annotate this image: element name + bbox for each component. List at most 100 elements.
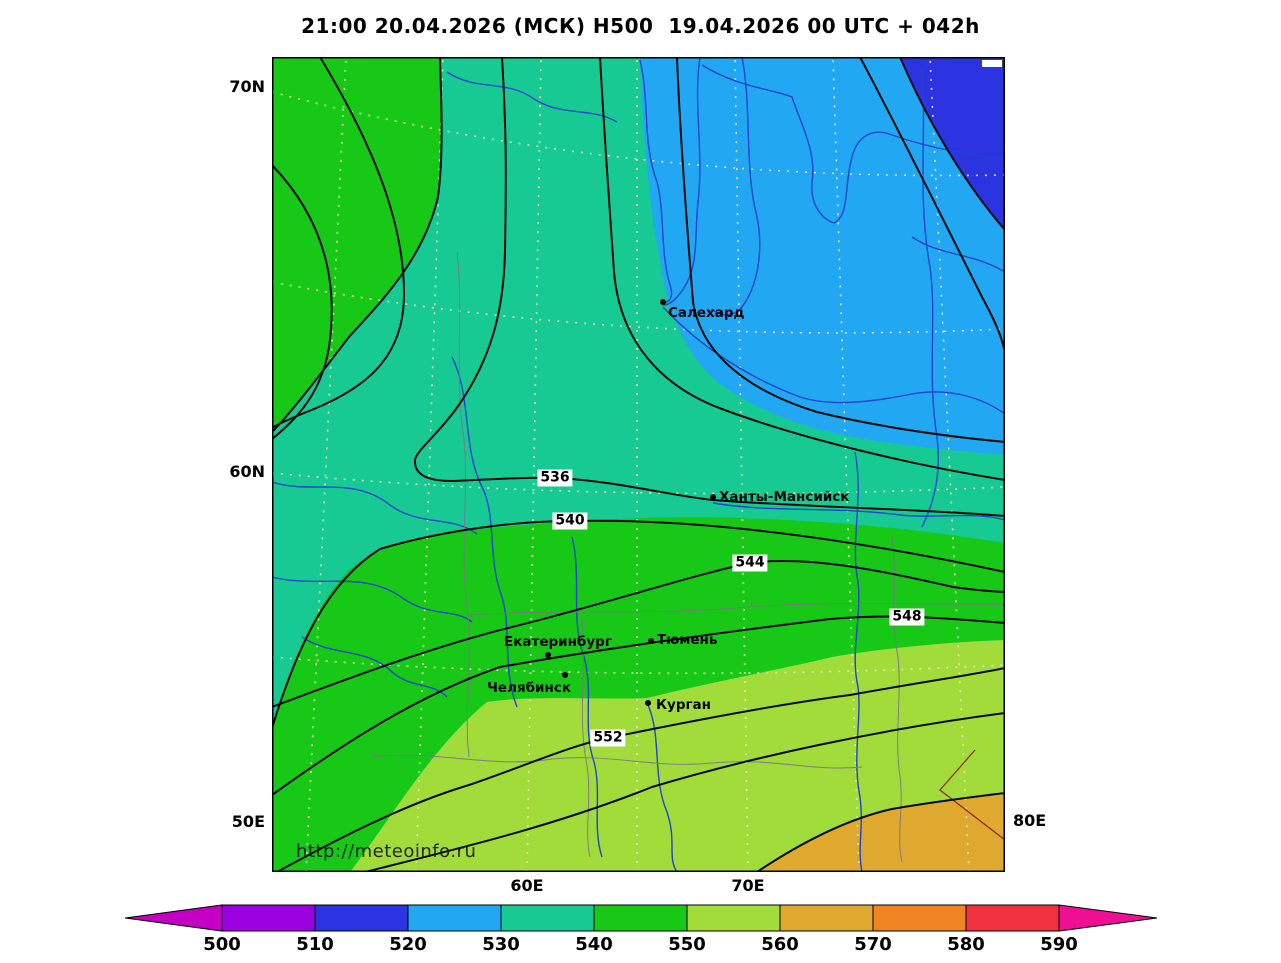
river-ob-bay-east: [662, 57, 701, 306]
contour-label-552: 552: [590, 729, 626, 747]
colorbar-tick-510: 510: [296, 934, 334, 955]
river-ob-bay-west: [639, 59, 673, 304]
colorbar-seg-570-580: [872, 904, 967, 932]
colorbar-tick-520: 520: [389, 934, 427, 955]
parallel-60n: [272, 472, 1005, 495]
border-vertical-center: [581, 616, 591, 858]
colorbar-tick-500: 500: [203, 934, 241, 955]
city-label-chelyabinsk: Челябинск: [487, 680, 571, 696]
river-south-2: [571, 536, 603, 858]
colorbar-tick-560: 560: [761, 934, 799, 955]
parallel-55n: [272, 656, 1005, 675]
band-540-550-fill-south: [272, 517, 1005, 872]
parallel-65n: [272, 281, 1005, 334]
contour-540-northwest: [272, 57, 443, 433]
lon-label-50e: 50E: [231, 812, 265, 831]
band-560-570-fill: [757, 793, 1005, 872]
contour-524: [859, 57, 1005, 358]
contour-528: [676, 57, 1005, 443]
contour-label-540: 540: [552, 512, 588, 530]
meridian-70e: [734, 57, 749, 872]
contour-544: [272, 560, 1005, 708]
contour-520: [899, 57, 1005, 231]
lon-label-60e: 60E: [510, 876, 544, 895]
city-label-tyumen: Тюмень: [657, 632, 718, 648]
city-label-salekhard: Салехард: [668, 305, 745, 321]
colorbar-tick-530: 530: [482, 934, 520, 955]
page-title: 21:00 20.04.2026 (МСК) H500 19.04.2026 0…: [301, 14, 980, 38]
city-dot-ekaterinburg: [545, 652, 551, 658]
contour-label-548: 548: [889, 608, 925, 626]
colorbar-svg: [124, 904, 1158, 932]
colorbar-tick-570: 570: [854, 934, 892, 955]
graticule: [272, 57, 1005, 872]
contour-532: [599, 57, 1005, 481]
river-northeast: [911, 236, 1005, 273]
contour-548-ridge: [272, 164, 333, 440]
contour-536: [413, 57, 1005, 517]
river-tobol: [647, 704, 678, 872]
lon-label-80e: 80E: [1013, 811, 1047, 830]
meridian-60e: [526, 57, 542, 872]
meridian-55e: [415, 57, 444, 872]
river-south-1: [451, 356, 518, 708]
colorbar-seg-520-530: [407, 904, 502, 932]
border-vertical-east: [891, 536, 903, 863]
river-west-2: [272, 576, 473, 623]
colorbar-arrow-right: [1058, 904, 1158, 932]
coastline-gydan: [921, 66, 940, 528]
lat-label-60n: 60N: [229, 462, 265, 481]
river-irtysh: [712, 502, 1005, 521]
coastline-northwest: [446, 71, 618, 123]
meridian-75e: [832, 57, 860, 872]
river-ob-middle: [854, 451, 863, 872]
city-label-khanty-mansiysk: Ханты-Мансийск: [719, 489, 850, 505]
colorbar-tick-540: 540: [575, 934, 613, 955]
colorbar-tick-580: 580: [947, 934, 985, 955]
city-label-kurgan: Курган: [656, 697, 711, 713]
colorbar: [110, 898, 1170, 938]
contour-label-536: 536: [537, 469, 573, 487]
city-label-ekaterinburg: Екатеринбург: [504, 634, 612, 650]
colorbar-seg-540-550: [593, 904, 688, 932]
colorbar-arrow-left: [124, 904, 223, 932]
map-canvas: Салехард Ханты-Мансийск Екатеринбург Тюм…: [272, 57, 1005, 872]
basemap-svg: [272, 57, 1005, 872]
meridian-50e: [305, 57, 347, 872]
colorbar-seg-530-540: [500, 904, 595, 932]
city-dot-khanty-mansiysk: [710, 494, 716, 500]
colorbar-seg-580-590: [965, 904, 1060, 932]
colorbar-seg-500-510: [221, 904, 316, 932]
band-550-560-fill: [350, 640, 1005, 872]
city-dot-salekhard: [660, 299, 666, 305]
coastline-taz-bay: [701, 64, 1005, 224]
border-ural: [456, 251, 470, 758]
rivers: [272, 57, 1005, 872]
contour-544-ridge: [272, 57, 406, 429]
colorbar-seg-550-560: [686, 904, 781, 932]
river-ob-lower: [662, 306, 1005, 415]
coastline-yamal: [711, 57, 761, 316]
admin-borders: [371, 251, 1005, 863]
contour-540-south: [272, 519, 1005, 729]
band-530-540-fill: [272, 57, 1005, 728]
city-dots: [545, 299, 716, 706]
colorbar-tick-590: 590: [1040, 934, 1078, 955]
lon-label-70e: 70E: [731, 876, 765, 895]
river-west-3: [301, 636, 448, 698]
meridian-80e: [929, 57, 970, 872]
contour-556: [364, 712, 1005, 872]
band-540-550-fill-northwest: [272, 57, 442, 432]
border-red-southeast: [939, 749, 1005, 841]
colorbar-seg-510-520: [314, 904, 409, 932]
colorbar-tick-550: 550: [668, 934, 706, 955]
border-south-horizontal: [468, 602, 1005, 616]
city-dot-chelyabinsk: [562, 672, 568, 678]
contour-label-clipped: [981, 59, 1003, 68]
contour-560: [756, 792, 1005, 872]
watermark-url: http://meteoinfo.ru: [296, 841, 477, 862]
band-510-520-fill: [900, 57, 1005, 230]
contour-label-544: 544: [732, 554, 768, 572]
lat-label-70n: 70N: [229, 77, 265, 96]
